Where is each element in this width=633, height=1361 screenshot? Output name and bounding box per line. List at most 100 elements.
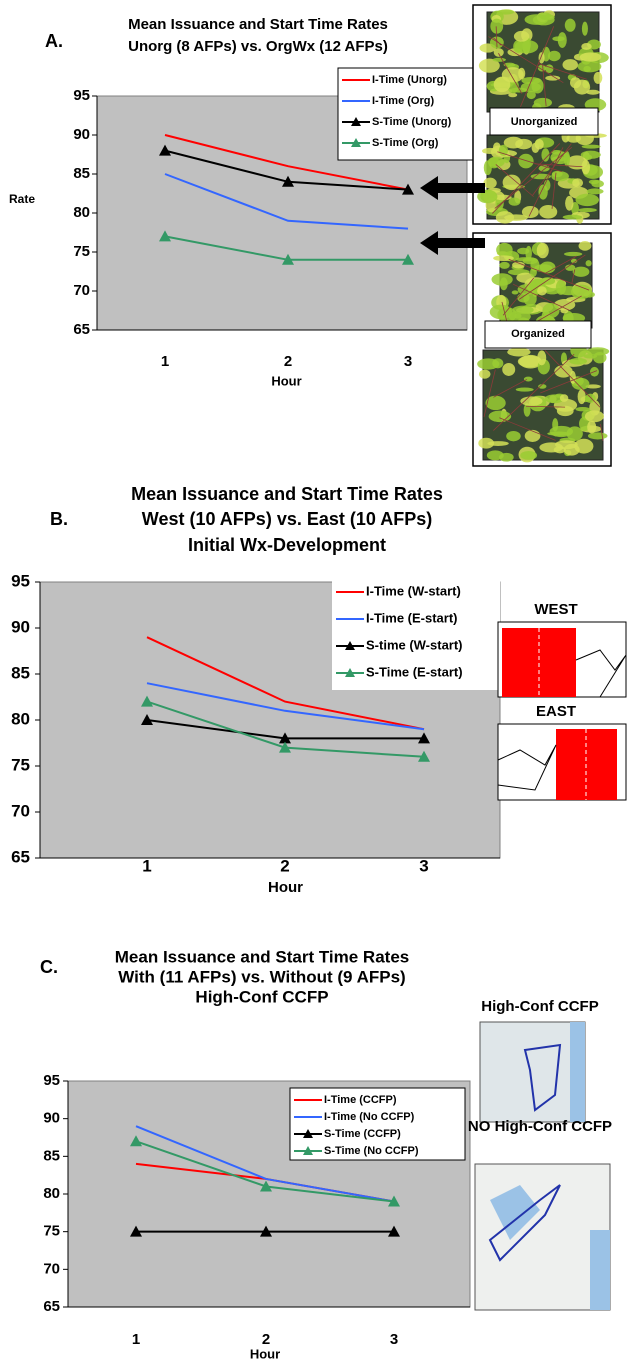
radar-echo <box>527 91 536 99</box>
water <box>590 1230 610 1310</box>
chart-title: Mean Issuance and Start Time Rates <box>115 947 409 966</box>
radar-echo <box>562 59 577 70</box>
y-tick-label: 80 <box>11 709 30 728</box>
chart-title: Unorg (8 AFPs) vs. OrgWx (12 AFPs) <box>128 38 388 55</box>
map-image <box>480 1022 585 1122</box>
radar-echo <box>582 22 588 36</box>
x-axis-label: Hour <box>268 879 303 896</box>
x-axis-label: Hour <box>250 1346 280 1361</box>
radar-echo <box>540 261 556 273</box>
radar-echo <box>560 394 568 402</box>
radar-echo <box>502 363 515 376</box>
radar-echo <box>492 273 513 285</box>
radar-echo <box>534 98 552 108</box>
y-tick-label: 95 <box>11 571 30 590</box>
radar-echo <box>518 154 533 169</box>
radar-echo <box>574 80 590 95</box>
radar-echo <box>504 214 528 220</box>
image-label: EAST <box>536 703 576 720</box>
y-tick-label: 70 <box>11 801 30 820</box>
legend-label: I-Time (Unorg) <box>372 74 447 86</box>
radar-echo <box>508 93 517 97</box>
x-tick-label: 2 <box>284 353 292 370</box>
radar-echo <box>556 280 566 295</box>
radar-echo <box>594 72 603 84</box>
y-tick-label: 85 <box>43 1147 60 1164</box>
radar-echo <box>552 418 558 431</box>
radar-echo <box>576 407 591 411</box>
radar-echo <box>569 358 587 365</box>
radar-echo <box>477 358 499 369</box>
radar-echo <box>572 178 583 187</box>
radar-echo <box>537 243 549 259</box>
radar-echo <box>575 194 599 206</box>
x-tick-label: 3 <box>419 856 428 875</box>
legend-label: I-Time (Org) <box>372 95 434 107</box>
radar-echo <box>520 451 537 460</box>
legend-label: S-Time (Unorg) <box>372 116 452 128</box>
radar-echo <box>512 306 533 315</box>
radar-echo <box>551 171 569 181</box>
radar-echo <box>573 267 590 277</box>
radar-echo <box>583 66 591 72</box>
radar-echo <box>578 208 597 212</box>
radar-echo <box>479 370 490 379</box>
image-label: Organized <box>511 328 565 340</box>
y-tick-label: 70 <box>73 282 90 299</box>
y-tick-label: 85 <box>11 663 30 682</box>
y-tick-label: 75 <box>11 755 30 774</box>
radar-echo <box>520 396 542 406</box>
radar-echo <box>579 241 592 251</box>
y-tick-label: 65 <box>11 847 30 866</box>
radar-echo <box>499 262 510 269</box>
y-tick-label: 65 <box>43 1298 60 1315</box>
x-tick-label: 2 <box>262 1331 270 1348</box>
radar-echo <box>581 160 590 175</box>
x-tick-label: 2 <box>280 856 289 875</box>
panel-label: B. <box>50 509 68 529</box>
radar-echo <box>537 350 546 365</box>
radar-echo <box>540 14 554 20</box>
y-tick-label: 75 <box>43 1223 60 1240</box>
radar-echo <box>564 444 580 456</box>
radar-echo <box>515 40 539 54</box>
x-tick-label: 3 <box>404 353 412 370</box>
radar-echo <box>512 290 519 294</box>
radar-echo <box>521 82 541 92</box>
radar-echo <box>492 58 505 62</box>
radar-echo <box>490 305 512 320</box>
x-tick-label: 1 <box>132 1331 140 1348</box>
chart-title: With (11 AFPs) vs. Without (9 AFPs) <box>118 967 405 986</box>
figure: A.Mean Issuance and Start Time RatesUnor… <box>0 0 633 1361</box>
radar-echo <box>523 257 538 264</box>
radar-echo <box>571 285 592 300</box>
radar-echo <box>487 441 508 446</box>
radar-echo <box>542 303 559 318</box>
radar-echo <box>509 197 521 205</box>
chart-title: Initial Wx-Development <box>188 535 386 555</box>
x-tick-label: 1 <box>142 856 151 875</box>
radar-echo <box>506 431 521 441</box>
radar-echo <box>580 52 602 61</box>
chart-title: Mean Issuance and Start Time Rates <box>128 16 388 33</box>
chart-title: Mean Issuance and Start Time Rates <box>131 484 443 504</box>
legend-label: I-Time (No CCFP) <box>324 1111 415 1123</box>
panel-label: C. <box>40 957 58 977</box>
radar-echo <box>514 313 521 319</box>
radar-echo <box>484 160 492 175</box>
image-label: Unorganized <box>511 116 578 128</box>
radar-echo <box>507 348 530 357</box>
radar-echo <box>585 410 604 422</box>
radar-echo <box>563 215 583 220</box>
radar-echo <box>554 446 566 453</box>
radar-echo <box>564 252 582 256</box>
image-label-box: NO High-Conf CCFP <box>465 1118 615 1158</box>
radar-echo <box>525 430 541 442</box>
y-tick-label: 75 <box>73 243 90 260</box>
radar-echo <box>586 260 592 266</box>
y-tick-label: 80 <box>43 1185 60 1202</box>
legend-label: I-Time (W-start) <box>366 583 461 598</box>
radar-echo <box>565 19 576 32</box>
x-tick-label: 1 <box>161 353 169 370</box>
x-axis-label: Hour <box>271 373 301 388</box>
